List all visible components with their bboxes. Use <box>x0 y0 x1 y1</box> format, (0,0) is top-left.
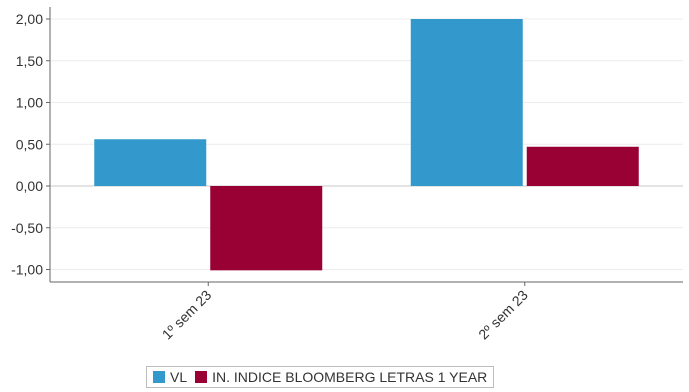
legend-label-index: IN. INDICE BLOOMBERG LETRAS 1 YEAR <box>212 369 488 385</box>
bar-index-2 <box>526 146 639 186</box>
bar-index-1 <box>210 186 323 271</box>
bar-vl-2 <box>410 19 523 186</box>
y-tick-label: -0,50 <box>11 220 43 236</box>
legend-swatch-vl <box>153 371 165 383</box>
legend-item-index[interactable]: IN. INDICE BLOOMBERG LETRAS 1 YEAR <box>195 369 487 385</box>
bars <box>94 19 639 271</box>
y-tick-label: 1,50 <box>16 53 43 69</box>
legend-swatch-index <box>195 371 208 383</box>
x-tick-label: 1º sem 23 <box>159 287 215 343</box>
legend: VL IN. INDICE BLOOMBERG LETRAS 1 YEAR <box>146 366 495 388</box>
x-tick-label: 2º sem 23 <box>475 287 531 343</box>
legend-label-vl: VL <box>170 369 188 385</box>
y-tick-label: 0,00 <box>16 178 43 194</box>
y-tick-label: 1,00 <box>16 95 43 111</box>
y-tick-label: 2,00 <box>16 11 43 27</box>
bar-vl-1 <box>94 139 207 186</box>
y-tick-label: 0,50 <box>16 136 43 152</box>
y-tick-label: -1,00 <box>11 262 43 278</box>
legend-item-vl[interactable]: VL <box>153 369 187 385</box>
axes <box>49 7 683 286</box>
